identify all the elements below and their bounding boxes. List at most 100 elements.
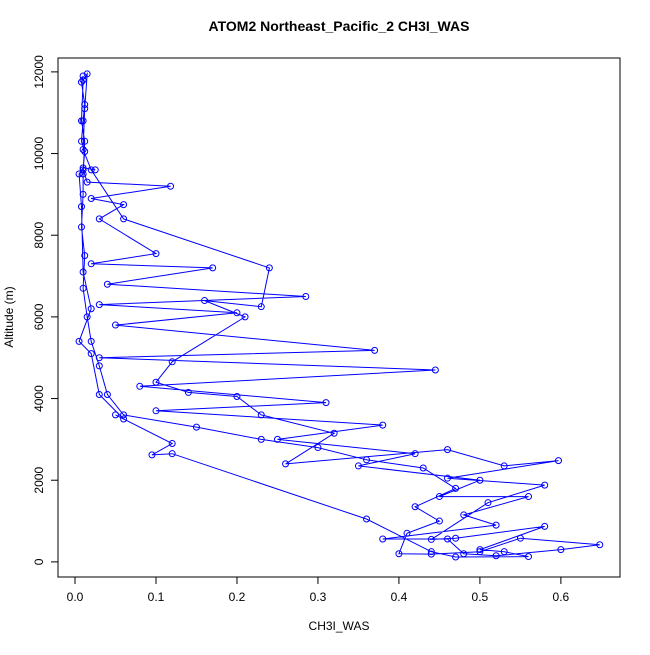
data-point: [152, 250, 160, 258]
data-point: [444, 535, 452, 543]
data-point: [452, 484, 460, 492]
data-point: [87, 194, 95, 202]
data-point: [79, 166, 87, 174]
x-tick-label: 0.5: [472, 590, 489, 604]
data-point: [460, 511, 468, 519]
y-tick-label: 0: [32, 558, 46, 565]
data-point: [95, 354, 103, 362]
data-point: [452, 534, 460, 542]
data-point: [79, 145, 87, 153]
data-point: [427, 550, 435, 558]
x-tick-label: 0.1: [148, 590, 165, 604]
data-point: [95, 301, 103, 309]
x-axis-label: CH3I_WAS: [309, 619, 370, 633]
data-point: [79, 72, 87, 80]
data-point: [379, 421, 387, 429]
data-point: [95, 215, 103, 223]
data-point: [363, 515, 371, 523]
data-point: [81, 101, 89, 109]
data-point: [79, 190, 87, 198]
data-point: [257, 435, 265, 443]
data-point: [192, 423, 200, 431]
data-point: [541, 522, 549, 530]
data-point: [83, 178, 91, 186]
data-point: [87, 260, 95, 268]
y-tick-label: 12000: [32, 55, 46, 89]
x-tick-label: 0.4: [391, 590, 408, 604]
data-point: [81, 137, 89, 145]
data-point: [476, 548, 484, 556]
data-point: [431, 366, 439, 374]
data-point: [302, 292, 310, 300]
data-point: [83, 70, 91, 78]
data-point: [81, 105, 89, 113]
data-point: [120, 411, 128, 419]
data-point: [95, 390, 103, 398]
data-point: [273, 435, 281, 443]
data-point: [435, 493, 443, 501]
data-point: [435, 517, 443, 525]
chart-title: ATOM2 Northeast_Pacific_2 CH3I_WAS: [209, 18, 470, 34]
data-point: [444, 474, 452, 482]
data-point: [184, 388, 192, 396]
x-tick-label: 0.0: [67, 590, 84, 604]
data-point: [87, 337, 95, 345]
data-point: [452, 553, 460, 561]
data-point: [87, 166, 95, 174]
data-point: [77, 117, 85, 125]
data-point: [167, 182, 175, 190]
data-point: [79, 284, 87, 292]
data-point: [492, 521, 500, 529]
data-point: [168, 450, 176, 458]
data-point: [77, 78, 85, 86]
data-point: [81, 252, 89, 260]
data-point: [79, 164, 87, 172]
data-point: [596, 541, 604, 549]
data-point: [500, 462, 508, 470]
data-point: [152, 378, 160, 386]
data-point: [103, 390, 111, 398]
data-point: [83, 313, 91, 321]
data-point: [111, 321, 119, 329]
data-point: [103, 280, 111, 288]
data-point: [111, 411, 119, 419]
data-point: [233, 309, 241, 317]
data-line: [78, 72, 600, 558]
data-point: [77, 223, 85, 231]
data-point: [257, 411, 265, 419]
data-point: [241, 313, 249, 321]
data-point: [427, 548, 435, 556]
y-tick-label: 8000: [32, 222, 46, 249]
data-point: [152, 407, 160, 415]
data-point: [148, 451, 156, 459]
data-point: [168, 358, 176, 366]
data-point: [541, 481, 549, 489]
y-tick-label: 10000: [32, 137, 46, 171]
plot-frame: [57, 57, 621, 578]
data-point: [444, 446, 452, 454]
data-point: [168, 439, 176, 447]
data-point: [79, 76, 87, 84]
data-point: [484, 499, 492, 507]
y-tick-label: 2000: [32, 467, 46, 494]
data-point: [79, 268, 87, 276]
data-point: [411, 450, 419, 458]
data-point: [419, 464, 427, 472]
y-tick-label: 6000: [32, 303, 46, 330]
data-point: [136, 382, 144, 390]
data-point: [524, 553, 532, 561]
data-point: [427, 535, 435, 543]
x-tick-label: 0.6: [553, 590, 570, 604]
data-point: [120, 415, 128, 423]
data-point: [379, 535, 387, 543]
data-point: [265, 264, 273, 272]
data-point: [371, 346, 379, 354]
data-point: [75, 337, 83, 345]
data-point: [201, 297, 209, 305]
data-point: [77, 203, 85, 211]
data-point: [524, 493, 532, 501]
data-point: [75, 170, 83, 178]
y-tick-label: 4000: [32, 385, 46, 412]
data-point: [557, 546, 565, 554]
